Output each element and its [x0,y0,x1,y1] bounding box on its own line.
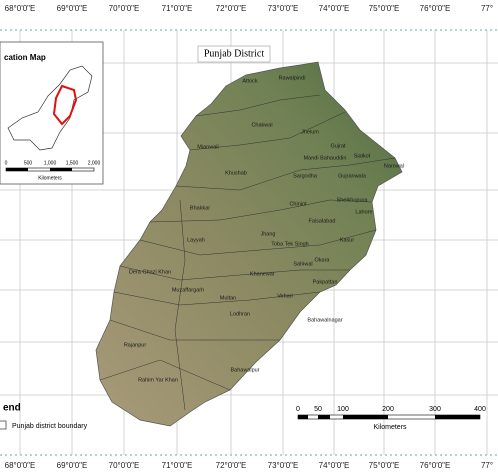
longitude-label: 74°0'0"E [319,461,350,470]
legend-title: end [3,403,21,414]
district-label: Sheikhupura [337,197,369,203]
title-box [197,45,271,63]
longitude-label: 75°0'0"E [369,461,400,470]
district-label: Multan [220,295,237,301]
inset-map: cation Map 0 500 1,000 1,500 2,000 Kilometer… [0,41,104,185]
district-label: Faisalabad [309,218,336,224]
scale-bar: 0 50 100 200 300 400 Kilometers [296,406,486,431]
longitude-label: 76°0'0"E [420,461,451,470]
longitude-label: 76°0'0"E [420,4,451,13]
district-label: Khanewal [250,271,274,277]
district-label: Gujranwala [338,173,367,179]
district-label: Vehari [277,293,293,299]
district-label: Kasur [340,237,355,243]
district-label: Lodhran [230,311,250,317]
inset-scale-unit: Kilometers [38,175,62,181]
district-label: Dera Ghazi Khan [129,269,171,275]
longitude-label: 73°0'0"E [268,4,299,13]
longitude-label: 77° [481,4,493,13]
longitude-label: 69°0'0"E [57,461,88,470]
scale-label: 100 [337,406,349,413]
longitude-label: 74°0'0"E [319,4,350,13]
district-label: Sargodha [293,173,318,179]
district-label: Mandi Bahauddin [304,155,347,161]
longitude-label: 72°0'0"E [216,4,247,13]
inset-scale-label: 1,500 [66,160,79,166]
district-label: Bhakkar [190,205,210,211]
longitude-label: 77° [481,461,493,470]
district-label: Lahore [355,209,372,215]
scale-label: 400 [474,406,486,413]
scale-label: 0 [296,406,300,413]
district-label: Chakwal [251,122,272,128]
district-label: Mianwali [197,144,218,150]
longitude-label: 72°0'0"E [216,461,247,470]
district-label: Sahiwal [293,261,312,267]
scale-unit: Kilometers [373,424,407,431]
legend-item: Punjab district boundary [12,423,88,430]
district-label: Layyah [187,237,205,243]
district-label: Jhang [261,231,276,237]
longitude-label: 68°0'0"E [5,461,36,470]
district-label: Gujrat [331,143,346,149]
longitude-label: 69°0'0"E [57,4,88,13]
district-label: Attock [242,78,258,84]
legend: end Punjab district boundary [0,403,88,430]
district-label: Bahawalnagar [307,317,342,323]
inset-title: cation Map [4,53,46,62]
district-label: Rajanpur [124,342,146,348]
district-label: Rawalpindi [279,75,306,81]
district-label: Rahim Yar Khan [138,377,178,383]
legend-swatch [0,420,7,430]
scale-label: 300 [429,406,441,413]
scale-label: 50 [314,406,322,413]
district-label: Bahawalpur [230,367,259,373]
longitude-label: 68°0'0"E [5,4,36,13]
district-label: Toba Tek Singh [271,241,309,247]
punjab-region [95,61,403,427]
inset-scale-label: 2,000 [88,160,101,166]
map-title: Punjab District [204,48,264,59]
longitude-label: 70°0'0"E [109,4,140,13]
district-label: Khushab [225,170,247,176]
district-label: Chiniot [289,201,307,207]
inset-scale-label: 0 [5,160,8,166]
district-label: Sialkot [354,153,371,159]
inset-scale-label: 500 [24,160,33,166]
district-label: Okara [315,257,331,263]
district-labels: Attock Rawalpindi Chakwal Jhelum Gujrat Mianw… [124,75,404,383]
longitude-label: 71°0'0"E [162,4,193,13]
district-label: Muzaffargarh [172,287,204,293]
longitude-label: 73°0'0"E [268,461,299,470]
district-label: Jhelum [301,129,319,135]
district-label: Pakpattan [313,279,338,285]
scale-label: 200 [382,406,394,413]
longitude-label: 71°0'0"E [162,461,193,470]
district-boundaries [99,94,396,411]
longitude-label: 70°0'0"E [109,461,140,470]
longitude-label: 75°0'0"E [369,4,400,13]
district-label: Narowal [384,163,404,169]
inset-scale-label: 1,000 [44,160,57,166]
